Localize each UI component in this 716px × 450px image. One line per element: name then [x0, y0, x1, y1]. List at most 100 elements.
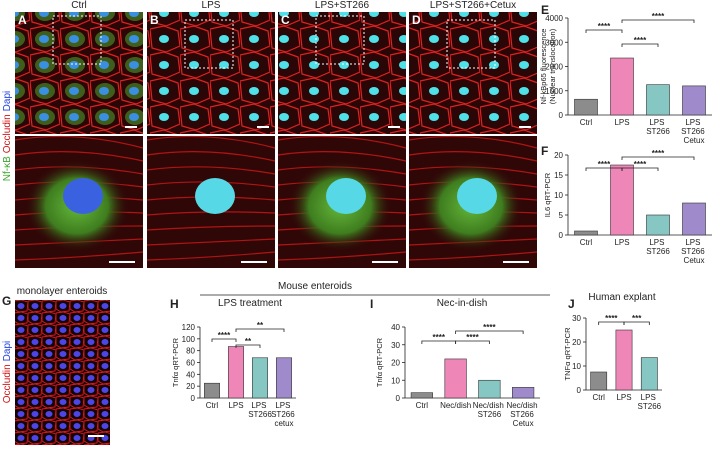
x-tick-label: Nec/dish: [440, 401, 471, 410]
bar: [682, 85, 706, 116]
bar: [478, 379, 501, 399]
significance-bracket: [455, 340, 490, 344]
stain-label: Dapi: [2, 341, 13, 362]
y-tick-label: 120: [182, 323, 196, 332]
significance-bracket: [623, 321, 650, 325]
panel-letter: G: [2, 294, 11, 308]
y-tick-label: 100: [182, 335, 196, 344]
y-tick-label: 4000: [545, 14, 563, 23]
y-tick-label: 0: [191, 394, 196, 403]
y-tick-label: 20: [391, 359, 400, 368]
y-axis-label: Nf-kBp65 fluorescence: [539, 29, 548, 105]
nucleus: [326, 178, 366, 214]
y-tick-label: 20: [186, 382, 195, 391]
panel-letter: A: [18, 13, 27, 27]
significance-bracket: [235, 344, 261, 348]
group-title: Mouse enteroids: [278, 281, 352, 292]
panel-letter: H: [170, 297, 179, 311]
stain-label: Occludin Dapi: [2, 341, 13, 403]
nucleus: [195, 178, 235, 214]
micrograph: [278, 12, 406, 134]
significance-label: ****: [466, 333, 479, 342]
bar: [252, 357, 268, 399]
fiber: [408, 151, 538, 162]
micrograph: [409, 12, 537, 134]
y-tick-label: 3000: [545, 38, 563, 47]
y-tick-label: 10: [572, 362, 581, 371]
fiber: [146, 225, 276, 231]
y-tick-label: 15: [554, 171, 563, 180]
y-axis-label: IL6 qRT-PCR: [543, 172, 552, 217]
micrograph: [15, 300, 110, 445]
x-tick-label: Nec/dish ST266 Cetux: [506, 401, 539, 428]
chart-title: LPS treatment: [218, 298, 282, 309]
significance-bracket: [455, 330, 524, 334]
x-tick-label: LPS ST266 cetux: [271, 401, 297, 428]
chart-title: Human explant: [588, 292, 655, 303]
panel-letter: D: [412, 13, 421, 27]
micrograph: [15, 12, 143, 134]
y-axis-label: TNFα qRT-PCR: [563, 327, 572, 381]
roi-box: [52, 15, 102, 65]
y-tick-label: 30: [572, 314, 581, 323]
micrograph: [147, 12, 275, 134]
fiber: [277, 135, 407, 149]
x-tick-label: Ctrl: [580, 238, 593, 247]
stain-label: Occludin: [2, 364, 13, 403]
x-tick-label: LPS ST266 Cetux: [681, 118, 707, 145]
panel-title: monolayer enteroids: [17, 286, 108, 297]
panel-letter: E: [541, 3, 549, 17]
x-tick-label: LPS: [614, 118, 629, 127]
nucleus: [63, 178, 103, 214]
significance-bracket: [621, 43, 659, 47]
significance-label: ****: [634, 36, 647, 45]
row-label: Nf-κB Occludin Dapi: [2, 91, 13, 181]
roi-box: [446, 19, 496, 69]
x-tick-label: LPS: [614, 238, 629, 247]
fiber: [146, 135, 276, 149]
y-tick-label: 2000: [545, 63, 563, 72]
significance-bracket: [211, 338, 237, 342]
fiber: [408, 135, 538, 149]
significance-bracket: [585, 29, 623, 33]
significance-label: ****: [634, 160, 647, 169]
significance-bracket: [235, 328, 285, 332]
bar: [610, 164, 634, 236]
significance-label: ***: [632, 314, 642, 323]
y-tick-label: 10: [554, 191, 563, 200]
bar: [512, 387, 535, 399]
x-tick-label: Ctrl: [580, 118, 593, 127]
nucleus: [457, 178, 497, 214]
fiber: [146, 166, 276, 175]
column-label: LPS: [202, 0, 221, 11]
column-label: LPS+ST266: [315, 0, 370, 11]
y-tick-label: 0: [396, 394, 401, 403]
x-tick-label: Ctrl: [416, 401, 429, 410]
y-tick-label: 80: [186, 347, 195, 356]
bar: [646, 214, 670, 236]
x-tick-label: Ctrl: [206, 401, 219, 410]
significance-label: ****: [605, 314, 618, 323]
panel-letter: B: [150, 13, 159, 27]
x-tick-label: LPS: [616, 393, 631, 402]
panel-letter: F: [541, 144, 548, 158]
bar: [590, 371, 608, 391]
bar: [276, 357, 292, 399]
stain-label: Occludin: [2, 114, 13, 153]
fiber: [146, 238, 276, 246]
y-axis-label: Tnfα qRT-PCR: [171, 337, 180, 387]
fiber: [277, 151, 407, 162]
y-tick-label: 40: [186, 370, 195, 379]
significance-label: ****: [598, 160, 611, 169]
y-tick-label: 10: [391, 376, 400, 385]
stain-label: Nf-κB: [2, 156, 13, 181]
fiber: [146, 151, 276, 162]
significance-label: ****: [218, 331, 231, 340]
stain-label: Dapi: [2, 91, 13, 112]
panel-letter: J: [568, 297, 575, 311]
y-axis-label: (Nuclear translocation): [548, 28, 557, 104]
column-label: Ctrl: [71, 0, 87, 11]
y-tick-label: 60: [186, 359, 195, 368]
chart-title: Nec-in-dish: [437, 298, 488, 309]
